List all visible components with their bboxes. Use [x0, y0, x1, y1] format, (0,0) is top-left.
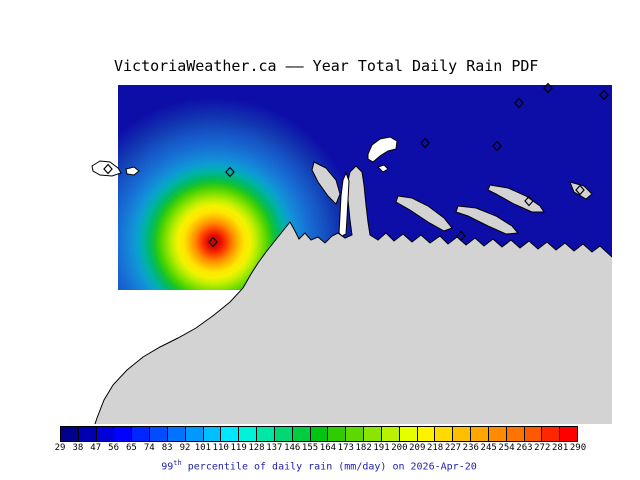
colorbar-tick: 218 — [426, 443, 444, 453]
colorbar-tick: 281 — [551, 443, 569, 453]
colorbar-tick: 65 — [126, 443, 137, 453]
island-outline — [367, 136, 398, 163]
colorbar-tick: 227 — [444, 443, 462, 453]
colorbar-segment — [61, 427, 79, 441]
station-marker-diamond — [208, 236, 218, 248]
colorbar-segment — [221, 427, 240, 441]
mainland — [94, 165, 612, 424]
colorbar-tick: 29 — [54, 443, 66, 453]
colorbar-segment — [435, 427, 454, 441]
colorbar-segment — [257, 427, 275, 441]
station-marker-diamond — [524, 195, 534, 207]
station-marker-diamond — [456, 230, 466, 242]
island-outline — [91, 160, 122, 177]
colorbar-tick: 155 — [301, 443, 319, 453]
colorbar-tick: 290 — [569, 443, 587, 453]
colorbar-segment — [132, 427, 151, 441]
colorbar-segment — [78, 427, 97, 441]
island — [311, 161, 341, 205]
colorbar-tick: 119 — [230, 443, 247, 453]
colorbar-segment — [524, 427, 543, 441]
caption-ordinal-suffix: th — [173, 459, 182, 467]
colorbar-tick-labels: 29 38 47 56 65 74 83 92 101 110 119 128 137 146 155 164… — [55, 443, 587, 454]
station-marker-diamond — [420, 137, 430, 149]
colorbar-segment — [150, 427, 168, 441]
colorbar-segment — [488, 427, 507, 441]
station-markers — [103, 82, 609, 248]
colorbar-segment — [203, 427, 222, 441]
colorbar-segment — [310, 427, 329, 441]
colorbar-segment — [114, 427, 133, 441]
colorbar-tick: 137 — [266, 443, 283, 453]
colorbar-segment — [167, 427, 186, 441]
caption-text: percentile of daily rain (mm/day) on 202… — [181, 461, 477, 473]
colorbar-tick: 92 — [179, 443, 191, 453]
colorbar-tick: 101 — [194, 443, 212, 453]
colorbar-tick: 245 — [480, 443, 497, 453]
colorbar-tick: 182 — [355, 443, 372, 453]
colorbar-segment — [292, 427, 311, 441]
colorbar-segment — [560, 427, 578, 441]
colorbar-tick: 164 — [319, 443, 337, 453]
station-marker-diamond — [225, 166, 235, 178]
station-marker-diamond — [514, 97, 524, 109]
station-marker-diamond — [599, 89, 609, 101]
colorbar-tick: 254 — [498, 443, 515, 453]
colorbar-segment — [274, 427, 293, 441]
colorbar-segment — [417, 427, 436, 441]
colorbar-segment — [364, 427, 382, 441]
colorbar-tick: 209 — [409, 443, 426, 453]
colorbar-segment — [346, 427, 365, 441]
colorbar-tick: 74 — [143, 443, 155, 453]
colorbar-tick: 236 — [462, 443, 479, 453]
colorbar-tick: 200 — [391, 443, 408, 453]
colorbar-segment — [471, 427, 489, 441]
station-marker-diamond — [492, 140, 502, 152]
colorbar-tick: 110 — [212, 443, 229, 453]
colorbar-tick: 83 — [161, 443, 173, 453]
colorbar-tick: 173 — [337, 443, 354, 453]
colorbar-segment — [185, 427, 204, 441]
station-marker-diamond — [575, 184, 585, 196]
colorbar-scale — [60, 426, 578, 442]
island-outline — [377, 164, 389, 173]
colorbar-caption: 99th percentile of daily rain (mm/day) o… — [60, 459, 578, 472]
colorbar-tick: 146 — [284, 443, 301, 453]
colorbar-segment — [239, 427, 258, 441]
colorbar-segment — [542, 427, 561, 441]
colorbar-segment — [453, 427, 472, 441]
island — [569, 181, 593, 200]
colorbar: 29 38 47 56 65 74 83 92 101 110 119 128 137 146 155 164… — [55, 426, 587, 454]
colorbar-segment — [381, 427, 400, 441]
colorbar-tick: 56 — [108, 443, 119, 453]
map-canvas — [91, 82, 612, 424]
rain-pdf-hotspot — [118, 97, 359, 290]
colorbar-tick: 38 — [72, 443, 84, 453]
island-outline — [125, 166, 140, 176]
island — [395, 195, 453, 232]
colorbar-segment — [506, 427, 525, 441]
colorbar-tick: 191 — [373, 443, 390, 453]
colorbar-tick: 47 — [90, 443, 102, 453]
plot-title: VictoriaWeather.ca —— Year Total Daily R… — [114, 57, 539, 75]
colorbar-segment — [96, 427, 115, 441]
station-marker-diamond — [543, 82, 553, 94]
island — [455, 205, 520, 235]
inlet-no-data — [338, 171, 350, 237]
caption-number: 99 — [161, 461, 174, 473]
colorbar-tick: 263 — [516, 443, 533, 453]
colorbar-tick: 272 — [534, 443, 551, 453]
colorbar-segment — [328, 427, 347, 441]
station-marker-diamond — [103, 163, 113, 175]
colorbar-segment — [399, 427, 418, 441]
colorbar-tick: 128 — [248, 443, 265, 453]
